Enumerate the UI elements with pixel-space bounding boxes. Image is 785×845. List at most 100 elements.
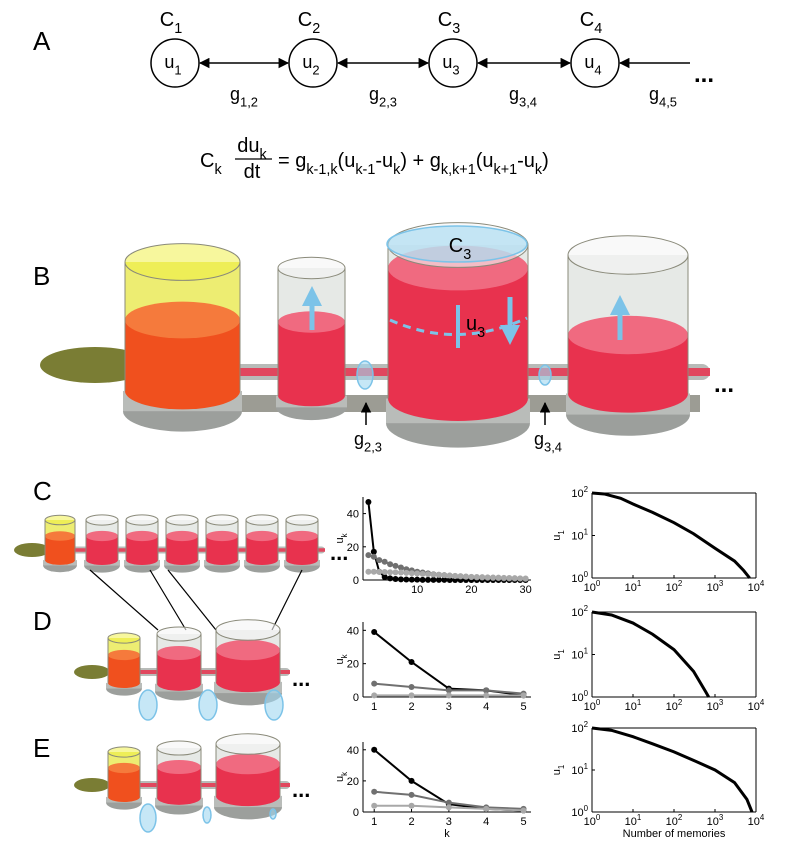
glass-rim [205, 514, 239, 526]
y-tick-label: 100 [571, 570, 588, 585]
text-run: -u [517, 150, 535, 172]
conductance-marker [269, 808, 277, 820]
text-run: 10 [625, 816, 637, 828]
data-point [376, 568, 383, 575]
x-tick-label: 104 [748, 698, 765, 713]
superscript: 0 [584, 570, 589, 579]
y-tick-label: 100 [571, 804, 588, 819]
data-point [457, 573, 464, 580]
x-tick-label: 101 [625, 579, 642, 594]
data-point [483, 805, 490, 812]
text-run: 10 [571, 807, 583, 819]
glass-outline [85, 520, 119, 560]
data-point [419, 570, 426, 577]
y-tick-label: 102 [571, 720, 588, 735]
data-point [397, 576, 404, 583]
data-point [371, 802, 378, 809]
data-point [430, 571, 437, 578]
data-point [397, 569, 404, 576]
data-point [408, 576, 415, 583]
glass-rim [156, 626, 202, 642]
data-point [445, 687, 452, 694]
x-tick-label: 3 [446, 701, 452, 713]
x-tick-label: 103 [707, 698, 724, 713]
x-tick-label: 4 [483, 816, 489, 828]
text-run: u [466, 313, 477, 335]
shadow [40, 347, 150, 383]
capacitance-label: C3 [449, 235, 471, 263]
data-point [371, 680, 378, 687]
y-tick-label: 0 [353, 575, 359, 587]
glass-rim [567, 235, 689, 275]
conductance-label: g2,3 [354, 429, 382, 454]
data-point [446, 577, 453, 583]
data-point [371, 788, 378, 795]
node-label: u4 [584, 52, 601, 77]
conductance-marker [538, 364, 552, 386]
x-tick-label: 2 [408, 816, 414, 828]
x-tick-label: 102 [666, 698, 683, 713]
glass-outline [245, 520, 279, 560]
y-axis-label: uk [334, 533, 349, 543]
liquid [86, 536, 118, 560]
node-label: u3 [442, 52, 459, 77]
data-point [473, 574, 480, 581]
equation-rhs: = gk-1,k(uk-1-uk) + gk,k+1(uk+1-uk) [278, 150, 549, 178]
superscript: 3 [719, 698, 724, 707]
text-run: u [551, 654, 563, 660]
data-point [387, 575, 394, 582]
subscript: 1 [174, 21, 182, 37]
x-tick-label: 1 [371, 701, 377, 713]
x-tick-label: 5 [520, 816, 526, 828]
liquid [206, 536, 238, 560]
text-run: (u [338, 150, 356, 172]
glass-rim [215, 619, 281, 641]
conductance-marker [202, 806, 212, 824]
data-point [452, 572, 459, 579]
superscript: 1 [584, 647, 589, 656]
y-tick-label: 102 [571, 485, 588, 500]
text-run: 10 [748, 816, 760, 828]
potential-line [389, 316, 528, 336]
capacitance-label: C4 [580, 9, 602, 37]
pipe-core [130, 783, 290, 787]
subscript: 3,4 [544, 439, 562, 454]
liquid-surface [206, 530, 238, 542]
liquid-surface [108, 762, 140, 774]
text-run: g [230, 84, 240, 104]
data-point [408, 692, 415, 699]
glass-rim [277, 256, 346, 280]
data-point [425, 571, 432, 578]
glass-outline [165, 520, 199, 560]
glass-rim [165, 514, 199, 526]
x-tick-label: 1 [371, 816, 377, 828]
ellipsis: ... [694, 61, 714, 88]
text-run: 10 [707, 701, 719, 713]
text-run: 10 [748, 701, 760, 713]
equation-denominator: dt [244, 161, 261, 183]
superscript: 2 [584, 720, 588, 729]
y-tick-label: 101 [571, 528, 588, 543]
superscript: 3 [719, 579, 724, 588]
superscript: 0 [584, 804, 589, 813]
ellipsis: ... [292, 777, 310, 802]
series-line [591, 610, 710, 698]
conductance-marker [198, 689, 218, 721]
conductance-label: g3,4 [509, 84, 537, 109]
liquid-surface [166, 530, 198, 542]
text-run: ) [542, 150, 549, 172]
glass-outline [387, 245, 529, 399]
data-point [370, 553, 377, 560]
data-point [506, 575, 513, 582]
equation-lhs: Ck [200, 150, 222, 178]
x-tick-label: 104 [748, 813, 765, 828]
liquid-surface [108, 649, 140, 661]
glass-outline [215, 744, 281, 796]
x-tick-label: 101 [625, 698, 642, 713]
superscript: 1 [637, 579, 642, 588]
text-run: 10 [625, 582, 637, 594]
equation-numerator: duk [237, 135, 267, 163]
x-tick-label: 103 [707, 579, 724, 594]
text-run: 10 [666, 582, 678, 594]
text-run: 10 [707, 816, 719, 828]
